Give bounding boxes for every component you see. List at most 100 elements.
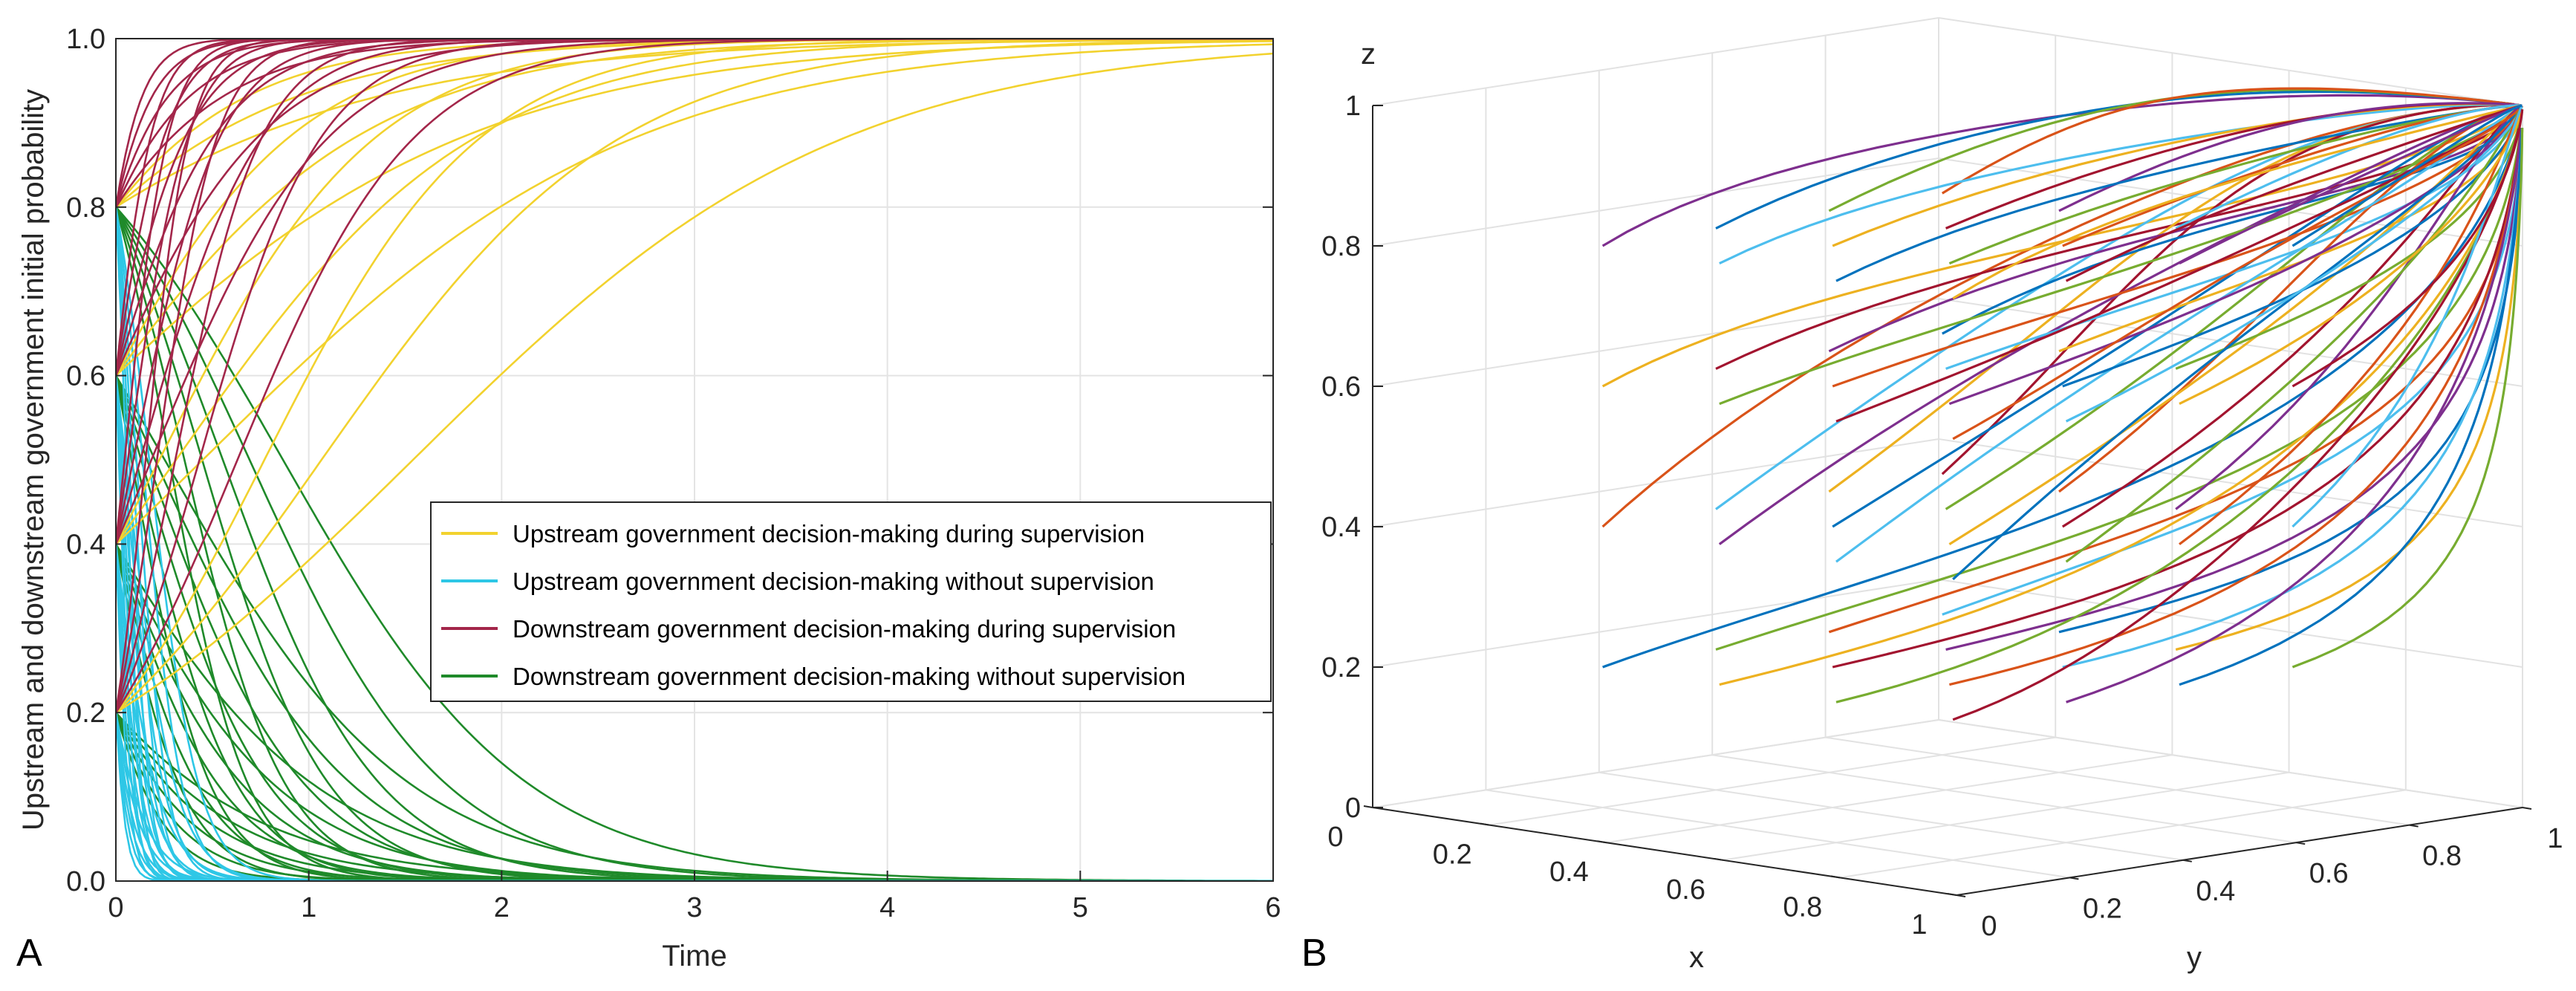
chart-a-x-tick-label: 3 [686, 892, 702, 923]
chart-b-y-tick [2069, 877, 2079, 880]
chart-b-y-tick [2182, 859, 2192, 862]
legend-label-upstream-no-supervision: Upstream government decision-making with… [513, 568, 1154, 595]
chart-a-series-line [116, 39, 1273, 714]
chart-a-series-line [116, 207, 1273, 881]
chart-b-floor-grid-x [1606, 754, 2173, 844]
chart-a-series-line [116, 207, 1273, 881]
chart-a-y-tick-label: 0.8 [66, 192, 105, 224]
chart-a-x-tick-label: 5 [1073, 892, 1088, 923]
chart-b-x-tick [1480, 822, 1490, 826]
chart-b-y-tick-label: 0.6 [2309, 858, 2349, 889]
chart-a-series-line [116, 39, 1273, 713]
chart-b: 0 0.2 0.4 0.6 0.8 1 0 0.2 0.4 0.6 0.8 1 0 0.2 0.4 0.6 0.… [1301, 17, 2563, 975]
chart-b-trajectory [2292, 108, 2524, 388]
chart-b-wall-grid-z [1372, 579, 1939, 668]
chart-b-floor-grid-y [1598, 771, 2183, 861]
chart-b-trajectories [1601, 87, 2524, 721]
chart-b-y-tick-label: 0.2 [2083, 893, 2122, 924]
chart-b-y-axis [1956, 807, 2523, 896]
chart-b-y-tick-label: 0 [1981, 911, 1997, 942]
chart-b-y-axis-label: y [2187, 941, 2202, 974]
chart-b-z-tick-label: 0 [1345, 793, 1361, 824]
chart-b-trajectory [1719, 128, 2520, 686]
chart-b-ticks: 0 0.2 0.4 0.6 0.8 1 0 0.2 0.4 0.6 0.8 1 0 0.2 0.4 0.6 0.… [1321, 91, 2563, 942]
chart-a-x-axis-label: Time [662, 940, 726, 972]
chart-b-floor-grid-y [1825, 736, 2410, 826]
legend-label-downstream-no-supervision: Downstream government decision-making wi… [513, 663, 1185, 690]
chart-b-x-tick [1714, 857, 1723, 861]
chart-b-y-tick [2522, 807, 2532, 810]
legend-label-upstream-supervision: Upstream government decision-making duri… [513, 520, 1145, 548]
chart-b-y-tick [2296, 842, 2306, 845]
legend-box [430, 501, 1272, 702]
chart-a-x-tick-label: 2 [494, 892, 510, 923]
chart-a-ticks: 0 1 2 3 4 5 6 0.0 0.2 0.4 0.6 0.8 1.0 [66, 24, 1281, 923]
chart-a-series-line [116, 39, 1273, 208]
chart-a-x-tick-label: 4 [879, 892, 895, 923]
chart-b-trajectory [2066, 128, 2523, 704]
chart-b-grid [1372, 17, 2523, 896]
chart-b-wall2-grid-z [1938, 579, 2523, 668]
chart-b-x-tick [1597, 840, 1607, 844]
chart-b-y-tick [2409, 824, 2419, 828]
chart-a-series-line [116, 40, 1273, 377]
chart-a-y-tick-label: 0.2 [66, 698, 105, 729]
chart-b-z-axis-label: z [1361, 38, 1376, 71]
chart-b-floor-grid-x [1723, 771, 2289, 861]
chart-a-y-axis-label: Upstream and downstream government initi… [17, 89, 50, 831]
chart-a-series-line [116, 39, 1273, 713]
chart-b-wall-grid-z [1372, 719, 1939, 808]
chart-a-series-line [116, 375, 1273, 881]
chart-b-wall2-grid-z [1938, 17, 2523, 106]
chart-a-series-line [116, 39, 1273, 208]
chart-a-x-tick-label: 1 [301, 892, 316, 923]
chart-a-y-tick-label: 0.4 [66, 529, 105, 560]
panel-b-label: B [1301, 932, 1327, 975]
chart-b-x-tick [1363, 805, 1373, 808]
chart-a-series-line [116, 39, 1273, 376]
chart-b-floor-grid-y [1712, 754, 2297, 844]
chart-b-trajectory [2292, 128, 2524, 669]
chart-a-y-tick-label: 0.0 [66, 866, 105, 897]
chart-b-x-tick-label: 0.2 [1433, 839, 1472, 871]
chart-b-wall-grid-z [1372, 438, 1939, 527]
chart-a-x-tick-label: 0 [108, 892, 123, 923]
chart-b-y-tick-label: 0.8 [2422, 841, 2462, 872]
chart-b-trajectory [2065, 104, 2523, 282]
chart-b-x-tick-label: 0.6 [1666, 874, 1705, 906]
chart-a-y-tick-label: 0.6 [66, 361, 105, 392]
legend-label-downstream-supervision: Downstream government decision-making du… [513, 615, 1176, 643]
chart-b-z-tick-label: 0.2 [1321, 652, 1361, 683]
chart-b-y-tick-label: 0.4 [2196, 876, 2235, 907]
chart-b-x-tick [1947, 893, 1957, 896]
chart-b-y-tick-label: 1 [2547, 823, 2563, 854]
chart-b-wall-grid-z [1372, 17, 1939, 106]
chart-b-x-tick-label: 1 [1911, 909, 1927, 940]
chart-b-x-tick [1830, 875, 1840, 879]
chart-b-trajectory [2292, 105, 2523, 528]
chart-b-floor-grid-x [1489, 736, 2056, 826]
chart-a-series-line [116, 52, 1273, 714]
panel-a-label: A [16, 932, 42, 975]
chart-a-y-tick-label: 1.0 [66, 24, 105, 55]
chart-a-series-line [116, 39, 1273, 208]
chart-b-z-tick-label: 1 [1345, 91, 1361, 122]
chart-a-series-line [116, 39, 1273, 545]
chart-a-series-line [116, 544, 1273, 881]
chart-b-trajectory [1952, 108, 2520, 441]
chart-b-x-tick-label: 0 [1327, 822, 1343, 853]
chart-b-z-tick-label: 0.4 [1321, 512, 1361, 543]
chart-b-z-tick-label: 0.6 [1321, 371, 1361, 403]
chart-b-trajectory [1948, 105, 2522, 545]
chart-b-wall2-grid-z [1938, 719, 2523, 808]
chart-b-wall2-grid-z [1938, 438, 2523, 527]
chart-b-x-tick-label: 0.4 [1549, 857, 1589, 888]
chart-b-x-tick-label: 0.8 [1783, 891, 1822, 923]
chart-b-wall-grid-z [1372, 298, 1939, 387]
chart-a-series-line [116, 43, 1273, 545]
chart-a-x-tick-label: 6 [1265, 892, 1281, 923]
chart-b-y-tick [1956, 894, 1966, 897]
chart-a-legend: Upstream government decision-making duri… [430, 501, 1272, 702]
chart-b-floor-grid-y [1486, 789, 2070, 879]
